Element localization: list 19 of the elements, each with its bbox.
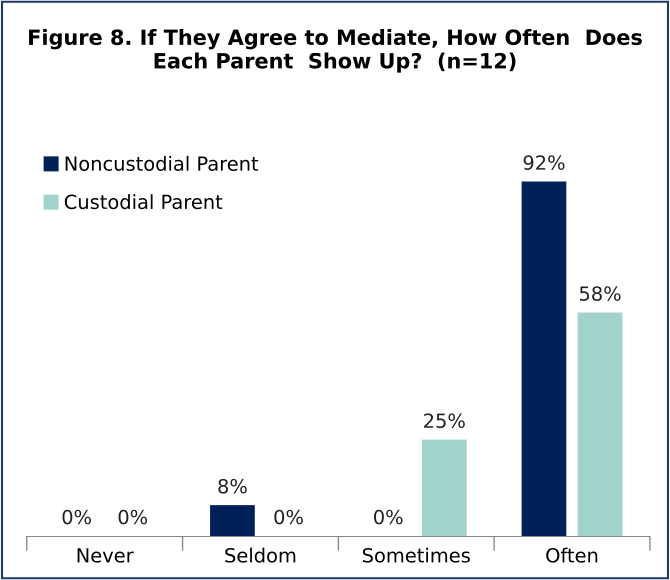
bar: [578, 312, 622, 536]
bar: [422, 440, 467, 536]
data-label: 0%: [274, 510, 303, 524]
data-label: 0%: [374, 510, 403, 524]
data-label: 0%: [62, 510, 91, 524]
bar: [210, 505, 255, 536]
data-label: 8%: [218, 478, 247, 494]
data-label: 0%: [118, 510, 148, 524]
data-label: 58%: [580, 286, 621, 301]
x-tick-label: Never: [78, 548, 134, 563]
x-tick-label: Often: [546, 548, 598, 563]
data-label: 25%: [424, 413, 465, 428]
x-tick-label: Sometimes: [362, 548, 470, 563]
legend-label: Custodial Parent: [64, 194, 222, 210]
legend-label: Noncustodial Parent: [66, 156, 258, 171]
data-label: 92%: [524, 155, 565, 170]
x-tick-label: Seldom: [225, 548, 296, 563]
bar: [522, 182, 566, 536]
chart-title: Figure 8. If They Agree to Mediate, How Often Does Each Parent Show Up? (n=12): [29, 29, 642, 73]
